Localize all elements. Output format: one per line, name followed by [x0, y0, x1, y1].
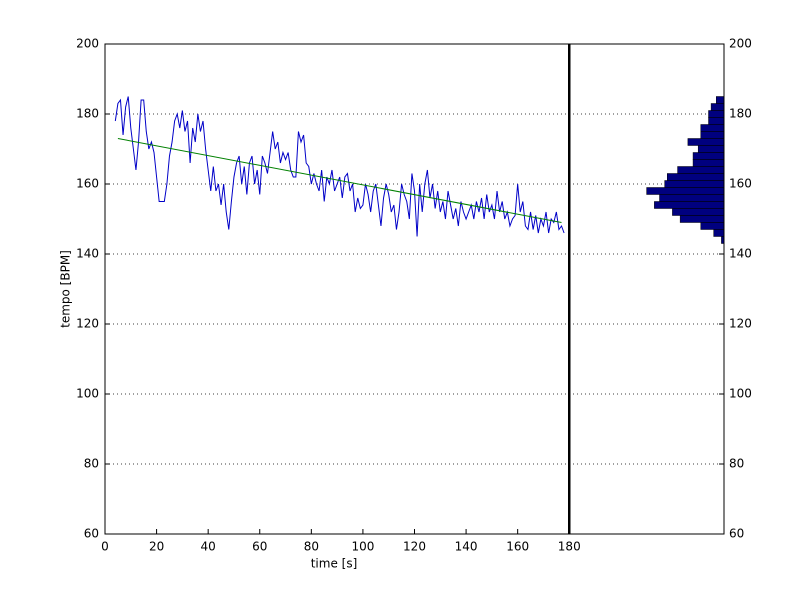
histogram-bar [664, 180, 725, 188]
y2-tick-label: 100 [729, 387, 752, 401]
y-tick-label: 80 [84, 457, 99, 471]
x-tick-label: 40 [201, 540, 216, 554]
tempo-line [114, 96, 565, 237]
y2-tick-label: 80 [729, 457, 744, 471]
y2-tick-label: 180 [729, 107, 752, 121]
y2-tick-label: 120 [729, 317, 752, 331]
histogram-bar [677, 166, 725, 174]
y-tick-label: 140 [76, 247, 99, 261]
histogram-bar [700, 222, 725, 230]
y2-tick-label: 140 [729, 247, 752, 261]
x-tick-label: 120 [403, 540, 426, 554]
x-axis-label: time [s] [311, 557, 358, 571]
x-tick-label: 0 [101, 540, 109, 554]
x-tick-label: 140 [455, 540, 478, 554]
histogram-bar [687, 138, 725, 146]
histogram-bar [713, 229, 725, 237]
histogram-bar [667, 173, 725, 181]
histogram-bar [708, 117, 725, 125]
histogram-bar [672, 208, 725, 216]
histogram-bar [710, 103, 725, 111]
histogram-bar [700, 124, 725, 132]
histogram-bar [716, 96, 725, 104]
y-tick-label: 180 [76, 107, 99, 121]
x-tick-label: 100 [351, 540, 374, 554]
histogram-bar [692, 159, 725, 167]
histogram-bar [679, 215, 725, 223]
histogram-bar [646, 187, 725, 195]
histogram-bar [700, 131, 725, 139]
x-tick-label: 60 [252, 540, 267, 554]
plot-frame [104, 43, 725, 535]
y2-tick-label: 160 [729, 177, 752, 191]
x-tick-label: 80 [304, 540, 319, 554]
y2-tick-label: 60 [729, 527, 744, 541]
x-tick-label: 180 [558, 540, 581, 554]
x-tick-label: 160 [506, 540, 529, 554]
histogram-bar [654, 201, 725, 209]
histogram-bar [708, 110, 725, 118]
y-tick-label: 120 [76, 317, 99, 331]
y-tick-label: 200 [76, 37, 99, 51]
histogram-bar [697, 145, 725, 153]
plot-area [105, 44, 724, 534]
trend-line [117, 138, 562, 223]
y-tick-label: 60 [84, 527, 99, 541]
histogram-bar [692, 152, 725, 160]
y2-tick-label: 200 [729, 37, 752, 51]
y-axis-label: tempo [BPM] [59, 250, 73, 328]
x-tick-label: 20 [149, 540, 164, 554]
y-tick-label: 160 [76, 177, 99, 191]
y-tick-label: 100 [76, 387, 99, 401]
histogram-bar [659, 194, 725, 202]
